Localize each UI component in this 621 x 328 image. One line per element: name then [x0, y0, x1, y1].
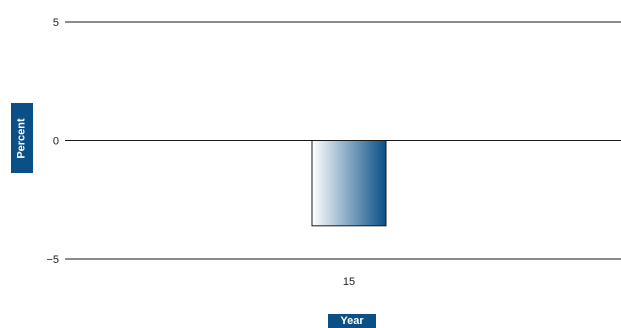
y-axis-label: Percent: [11, 103, 33, 173]
bar-15: [311, 140, 387, 227]
x-tick-label: 15: [343, 276, 355, 288]
bars: [311, 140, 387, 227]
y-tick-label: −5: [46, 254, 59, 266]
tick-labels: 5 0 −5 15: [46, 17, 355, 288]
y-tick-label: 5: [53, 17, 59, 29]
x-axis-label-text: Year: [340, 314, 364, 327]
y-tick-label: 0: [53, 136, 59, 148]
x-axis-label: Year: [328, 314, 376, 328]
y-axis-label-text: Percent: [15, 117, 28, 159]
